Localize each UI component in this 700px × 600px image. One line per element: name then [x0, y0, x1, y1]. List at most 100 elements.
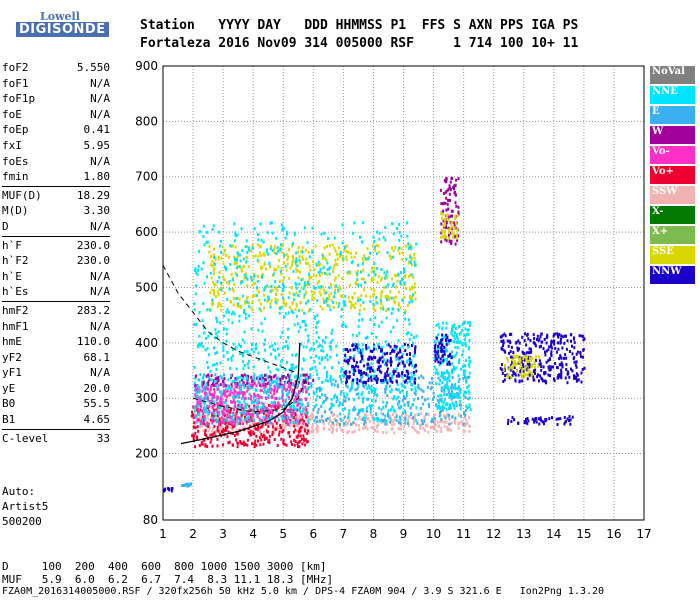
data-point-nnw [527, 357, 530, 361]
data-point-nnw [370, 378, 373, 382]
data-point-e [318, 386, 321, 390]
data-point-w [279, 382, 282, 386]
data-point-nnw [369, 375, 372, 379]
data-point-vo- [202, 412, 205, 415]
data-point-vo- [242, 440, 245, 444]
data-point-e [459, 388, 462, 392]
data-point-e [286, 417, 289, 421]
data-point-e [287, 410, 290, 414]
x-tick-label: 3 [219, 527, 227, 541]
data-point-ssw [332, 423, 335, 427]
data-point-nne [250, 278, 253, 282]
data-point-e [407, 400, 410, 404]
data-point-nnw [343, 359, 346, 363]
data-point-e [382, 412, 385, 416]
data-point-ssw [250, 414, 253, 418]
data-point-sse [529, 356, 531, 360]
data-point-ssw [250, 429, 253, 433]
param-row: B0 55.5 [2, 396, 110, 412]
data-point-nnw [449, 353, 452, 357]
data-point-e [433, 395, 435, 399]
data-point-e [323, 400, 325, 404]
data-point-e [270, 415, 273, 419]
data-point-nne [458, 395, 461, 399]
data-point-vo- [262, 408, 265, 412]
data-point-nne [340, 419, 343, 423]
param-name: M(D) [2, 204, 29, 218]
data-point-nne [461, 364, 464, 368]
data-point-nne [448, 404, 451, 408]
data-point-nne [306, 378, 308, 381]
data-point-w [454, 201, 457, 205]
data-point-vo- [206, 436, 209, 440]
data-point-ssw [304, 429, 307, 433]
data-point-e [420, 388, 423, 392]
data-point-vo- [269, 411, 272, 415]
data-point-nne [361, 262, 364, 266]
data-point-nne [239, 352, 241, 356]
data-point-sse [272, 274, 274, 277]
data-point-sse [345, 258, 348, 262]
data-point-ssw [235, 419, 238, 423]
data-point-nne [234, 347, 237, 351]
data-point-nne [219, 239, 222, 243]
param-value: 230.0 [76, 238, 110, 252]
data-point-ssw [239, 420, 242, 424]
data-point-nne [356, 278, 359, 281]
data-point-w [250, 384, 253, 387]
data-point-e [195, 404, 198, 408]
data-point-nne [455, 351, 458, 355]
data-point-vo- [254, 399, 257, 402]
data-point-w [447, 207, 450, 211]
data-point-e [361, 375, 364, 379]
data-point-e [203, 380, 205, 384]
data-point-nnw [550, 354, 553, 357]
data-point-sse [535, 355, 537, 359]
data-point-ssw [295, 412, 298, 416]
data-point-e [339, 417, 342, 421]
data-point-nnw [553, 339, 555, 343]
data-point-nne [397, 272, 400, 276]
data-point-nne [352, 370, 355, 374]
data-point-ssw [397, 427, 400, 431]
data-point-e [234, 405, 237, 408]
data-point-nne [326, 261, 329, 265]
data-point-vo- [282, 419, 285, 423]
data-point-sse [389, 290, 392, 294]
data-point-vo- [229, 410, 232, 414]
data-point-nne [219, 361, 222, 365]
data-point-nne [285, 340, 288, 343]
data-point-sse [294, 261, 297, 265]
data-point-nne [392, 408, 395, 412]
data-point-vo- [265, 437, 268, 441]
data-point-e [370, 377, 373, 381]
data-point-nne [292, 269, 295, 273]
data-point-nne [347, 362, 350, 366]
data-point-e [466, 406, 469, 410]
data-point-ssw [305, 423, 308, 427]
data-point-nnw [540, 340, 543, 344]
data-point-vo- [267, 414, 270, 418]
data-point-nne [463, 391, 466, 395]
data-point-vo- [259, 425, 262, 429]
data-point-nnw [353, 347, 356, 351]
data-point-nne [443, 371, 445, 375]
data-point-e [281, 390, 284, 394]
data-point-e [464, 413, 467, 417]
data-point-e [267, 389, 269, 392]
data-point-sse [338, 285, 341, 289]
data-point-vo- [296, 400, 299, 404]
data-point-vo- [196, 425, 199, 429]
data-point-nne [438, 363, 441, 367]
data-point-ssw [223, 428, 226, 432]
data-point-vo- [213, 431, 216, 435]
data-point-w [451, 214, 453, 218]
data-point-nnw [413, 380, 416, 384]
data-point-vo- [287, 422, 290, 426]
data-point-nne [442, 404, 445, 408]
data-point-vo- [222, 384, 225, 388]
data-point-nne [340, 315, 343, 319]
data-point-ssw [384, 422, 387, 426]
data-point-vo- [202, 438, 205, 441]
data-point-ssw [453, 419, 456, 423]
